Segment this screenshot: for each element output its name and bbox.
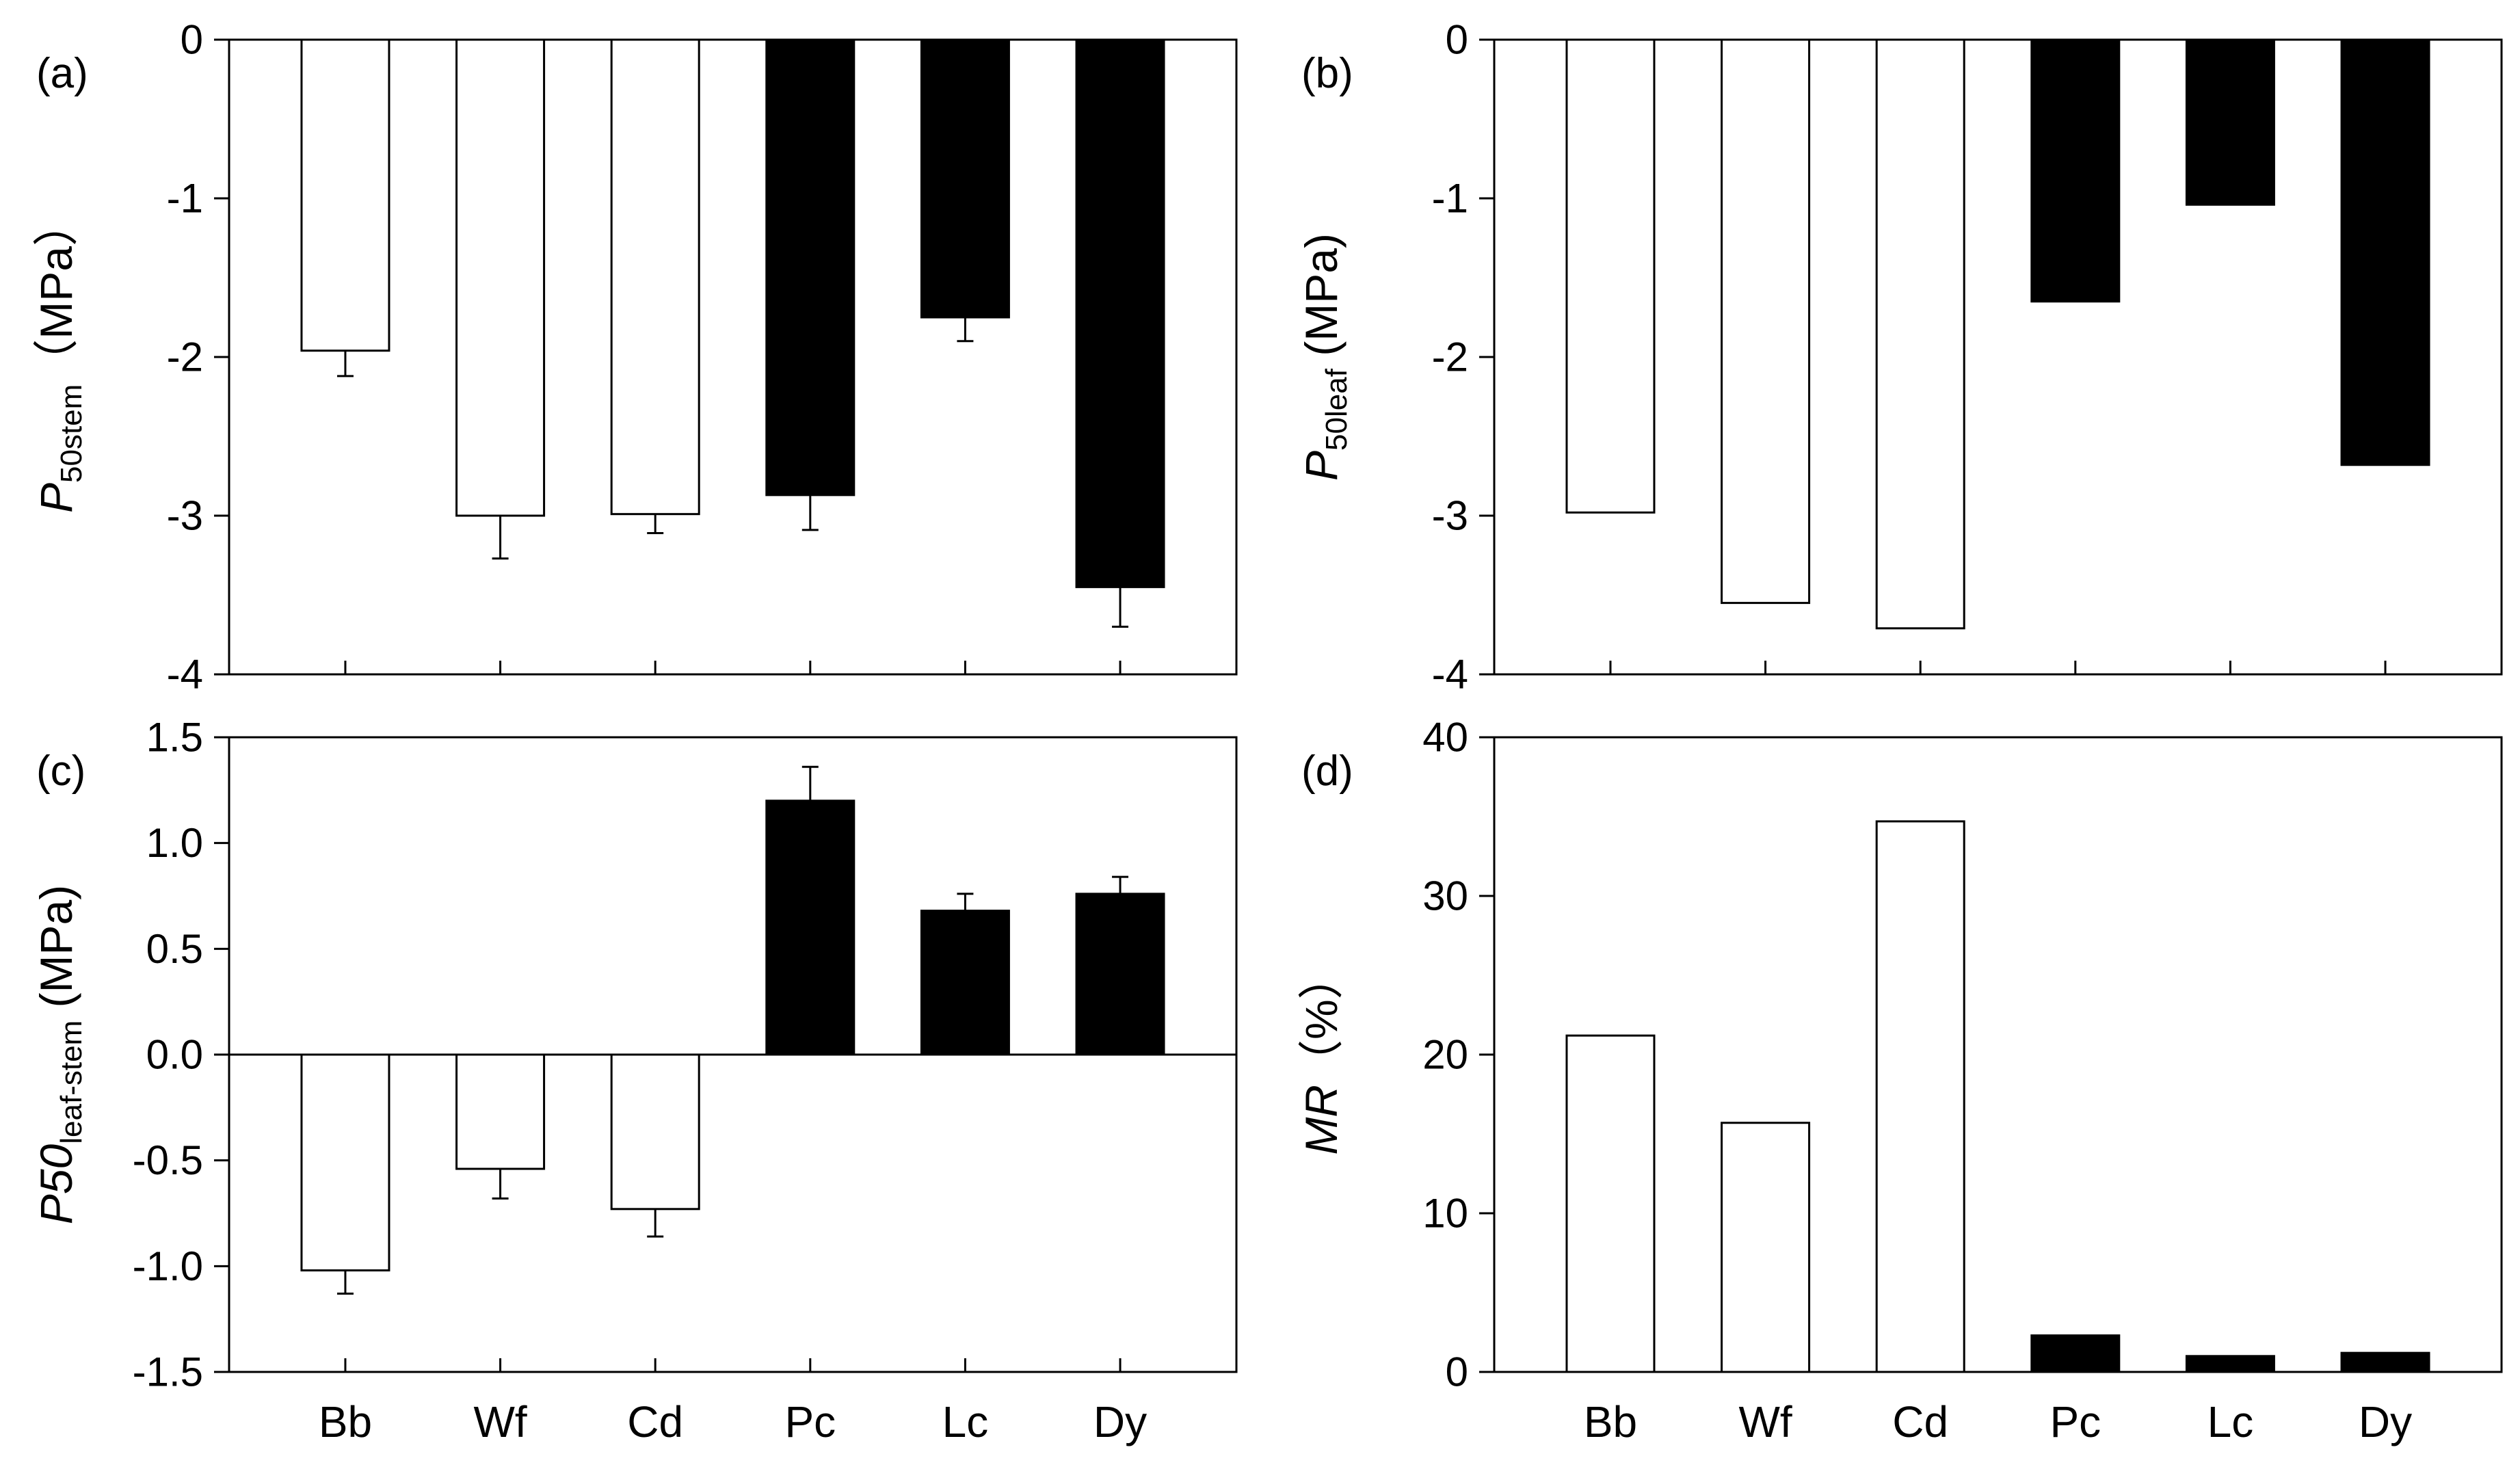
y-tick-label: 30: [1422, 873, 1468, 919]
bar-dy: [1075, 893, 1165, 1056]
y-tick-label: -1.5: [133, 1349, 203, 1395]
y-tick-label: 10: [1422, 1191, 1468, 1237]
x-tick-label: Pc: [784, 1397, 836, 1446]
x-tick-label: Dy: [2359, 1397, 2412, 1446]
y-axis-label-main: P: [1296, 451, 1347, 481]
y-tick-label: -4: [1432, 652, 1468, 698]
y-tick-label: 0: [1446, 17, 1468, 63]
x-tick-label: Lc: [2207, 1397, 2254, 1446]
bar-bb: [1565, 38, 1656, 514]
y-tick-label: -0.5: [133, 1137, 203, 1183]
bar-lc: [2185, 1355, 2275, 1373]
y-tick-label: 1.0: [146, 820, 203, 866]
x-tick-label: Dy: [1093, 1397, 1147, 1446]
x-tick-label: Bb: [319, 1397, 372, 1446]
y-axis-label: MR（%）: [1296, 954, 1347, 1154]
y-axis-label-unit: (MPa): [31, 885, 81, 1020]
bar-wf: [455, 1053, 546, 1170]
y-tick-label: -1.0: [133, 1243, 203, 1289]
y-axis-label-unit: （%）: [1296, 954, 1347, 1085]
bar-lc: [920, 38, 1010, 319]
bar-dy: [2340, 1351, 2430, 1373]
bar-cd: [610, 38, 700, 516]
y-axis-label: P50leaf (MPa): [1296, 233, 1353, 481]
y-tick-label: -3: [167, 493, 203, 539]
x-tick-label: Pc: [2050, 1397, 2101, 1446]
bar-pc: [2030, 38, 2121, 303]
panel-a: 0 -1 -2 -3 -4 (a) P50stem（MPa）: [31, 17, 1238, 698]
x-tick-label: Wf: [1738, 1397, 1792, 1446]
y-tick-label: -2: [167, 334, 203, 380]
y-tick-label: 0.0: [146, 1032, 203, 1078]
y-axis-label-main: P: [31, 483, 81, 513]
y-tick-label: 0: [1446, 1349, 1468, 1395]
bar-cd: [1875, 38, 1965, 630]
x-tick-label: Cd: [627, 1397, 683, 1446]
y-tick-label: 0.5: [146, 926, 203, 972]
panel-label: (b): [1301, 50, 1353, 97]
x-tick-label: Lc: [942, 1397, 989, 1446]
bar-cd: [1875, 820, 1965, 1373]
panel-label: (c): [36, 748, 85, 795]
bar-lc: [920, 910, 1010, 1056]
panel-d: 40 30 20 10 0 Bb Wf Cd Pc Lc Dy (d) MR（%）: [1296, 715, 2503, 1446]
y-axis-label: P50leaf-stem (MPa): [31, 885, 88, 1224]
y-axis-label-sub: 50leaf: [1320, 368, 1353, 451]
panels: 0-1-2-3-4(a)P50stem（MPa）0-1-2-3-4(b)P50l…: [31, 17, 2503, 1446]
y-tick-label: 20: [1422, 1032, 1468, 1078]
y-axis-label-sub: 50stem: [55, 384, 88, 483]
y-tick-label: 1.5: [146, 715, 203, 761]
y-tick-label: -1: [167, 176, 203, 222]
y-tick-label: 0: [181, 17, 203, 63]
bar-bb: [1565, 1034, 1656, 1373]
panel-c: 1.5 1.0 0.5 0.0 -0.5 -1.0 -1.5 Bb Wf Cd Pc Lc Dy (c) P…: [31, 715, 1238, 1446]
y-axis-label-main: P50: [31, 1144, 81, 1224]
y-tick-label: 40: [1422, 715, 1468, 761]
bar-wf: [455, 38, 546, 517]
bar-wf: [1721, 1122, 1811, 1373]
panel-b: 0 -1 -2 -3 -4 (b) P50leaf (MPa): [1296, 17, 2503, 698]
panel-label: (a): [36, 50, 88, 97]
panel-label: (d): [1301, 748, 1353, 795]
y-axis-label: P50stem（MPa）: [31, 201, 88, 513]
y-tick-label: -4: [167, 652, 203, 698]
x-tick-label: Cd: [1892, 1397, 1948, 1446]
bar-pc: [765, 799, 856, 1056]
x-tick-label: Wf: [473, 1397, 527, 1446]
bar-dy: [1075, 38, 1165, 588]
y-tick-label: -3: [1432, 493, 1468, 539]
bar-bb: [300, 38, 390, 352]
bar-dy: [2340, 38, 2430, 466]
y-tick-label: -2: [1432, 334, 1468, 380]
bar-pc: [2030, 1334, 2121, 1373]
bar-wf: [1721, 38, 1811, 605]
y-axis-label-unit: (MPa): [1296, 233, 1347, 369]
bar-bb: [300, 1053, 390, 1272]
y-axis-label-main: MR: [1296, 1085, 1347, 1155]
bar-lc: [2185, 38, 2275, 206]
x-tick-label: Bb: [1584, 1397, 1637, 1446]
y-tick-label: -1: [1432, 176, 1468, 222]
y-axis-label-sub: leaf-stem: [55, 1020, 88, 1144]
y-axis-label-unit: （MPa）: [31, 201, 81, 384]
bar-cd: [610, 1053, 700, 1211]
bar-pc: [765, 38, 856, 497]
